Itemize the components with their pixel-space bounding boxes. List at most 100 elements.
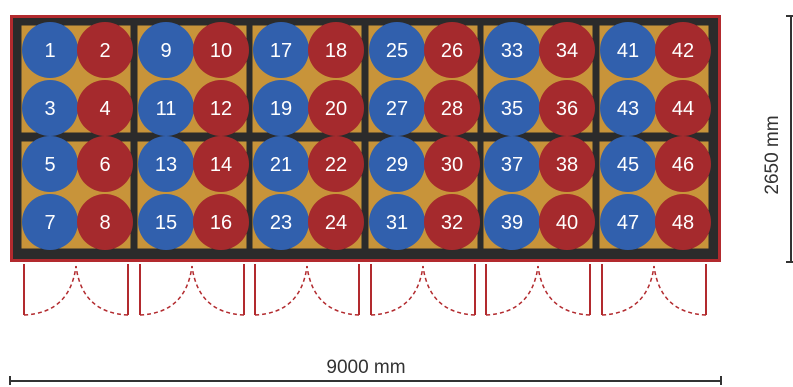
door-swing-left <box>601 265 655 316</box>
slot-6: 6 <box>77 136 133 192</box>
slot-number-label: 19 <box>270 98 292 120</box>
blue-slot-circle <box>138 194 194 250</box>
slot-number-label: 20 <box>325 98 347 120</box>
slot-number-label: 46 <box>672 154 694 176</box>
door-swing-left <box>139 265 193 316</box>
slot-28: 28 <box>424 80 480 136</box>
slot-number-label: 36 <box>556 98 578 120</box>
red-slot-circle <box>539 194 595 250</box>
slot-number-label: 34 <box>556 40 578 62</box>
door-swing-right <box>653 265 707 316</box>
slot-number-label: 26 <box>441 40 463 62</box>
red-slot-circle <box>655 194 711 250</box>
door-swing-left <box>254 265 308 316</box>
blue-slot-circle <box>138 22 194 78</box>
door-swing-left <box>23 265 77 316</box>
red-slot-circle <box>424 80 480 136</box>
slot-number-label: 44 <box>672 98 694 120</box>
height-dimension: 2650 mm <box>762 15 793 263</box>
slot-number-label: 32 <box>441 212 463 234</box>
door-swing-right <box>306 265 360 316</box>
blue-slot-circle <box>600 194 656 250</box>
red-slot-circle <box>308 194 364 250</box>
slot-number-label: 48 <box>672 212 694 234</box>
slot-47: 47 <box>600 194 656 250</box>
slot-14: 14 <box>193 136 249 192</box>
slot-number-label: 7 <box>44 212 55 234</box>
red-slot-circle <box>308 22 364 78</box>
slot-46: 46 <box>655 136 711 192</box>
blue-slot-circle <box>22 22 78 78</box>
slot-45: 45 <box>600 136 656 192</box>
slot-number-label: 8 <box>99 212 110 234</box>
blue-slot-circle <box>484 136 540 192</box>
red-slot-circle <box>539 80 595 136</box>
slot-27: 27 <box>369 80 425 136</box>
slot-number-label: 30 <box>441 154 463 176</box>
red-slot-circle <box>193 194 249 250</box>
slot-number-label: 27 <box>386 98 408 120</box>
red-slot-circle <box>77 22 133 78</box>
blue-slot-circle <box>369 136 425 192</box>
blue-slot-circle <box>369 80 425 136</box>
slot-number-label: 10 <box>210 40 232 62</box>
red-slot-circle <box>193 80 249 136</box>
slot-number-label: 29 <box>386 154 408 176</box>
slot-10: 10 <box>193 22 249 78</box>
door-pair <box>485 264 591 316</box>
slot-13: 13 <box>138 136 194 192</box>
red-slot-circle <box>77 80 133 136</box>
blue-slot-circle <box>484 194 540 250</box>
slot-number-label: 40 <box>556 212 578 234</box>
height-dimension-label: 2650 mm <box>762 115 783 194</box>
slot-19: 19 <box>253 80 309 136</box>
red-slot-circle <box>655 22 711 78</box>
slot-22: 22 <box>308 136 364 192</box>
red-slot-circle <box>539 136 595 192</box>
slot-15: 15 <box>138 194 194 250</box>
slot-number-label: 4 <box>99 98 110 120</box>
slot-number-label: 16 <box>210 212 232 234</box>
slot-number-label: 39 <box>501 212 523 234</box>
slot-29: 29 <box>369 136 425 192</box>
slot-16: 16 <box>193 194 249 250</box>
slot-number-label: 22 <box>325 154 347 176</box>
blue-slot-circle <box>22 136 78 192</box>
door-pair <box>370 264 476 316</box>
red-slot-circle <box>655 80 711 136</box>
slot-7: 7 <box>22 194 78 250</box>
slot-number-label: 23 <box>270 212 292 234</box>
slot-number-label: 9 <box>160 40 171 62</box>
slot-23: 23 <box>253 194 309 250</box>
slot-41: 41 <box>600 22 656 78</box>
door-pair <box>23 264 129 316</box>
door-swing-left <box>485 265 539 316</box>
slot-37: 37 <box>484 136 540 192</box>
slot-number-label: 37 <box>501 154 523 176</box>
blue-slot-circle <box>138 80 194 136</box>
red-slot-circle <box>424 136 480 192</box>
slot-25: 25 <box>369 22 425 78</box>
slot-44: 44 <box>655 80 711 136</box>
door-pair <box>601 264 707 316</box>
slot-36: 36 <box>539 80 595 136</box>
slot-42: 42 <box>655 22 711 78</box>
slot-number-label: 28 <box>441 98 463 120</box>
door-swing-right <box>422 265 476 316</box>
red-slot-circle <box>193 22 249 78</box>
slot-number-label: 35 <box>501 98 523 120</box>
red-slot-circle <box>308 80 364 136</box>
slot-number-label: 14 <box>210 154 232 176</box>
slot-20: 20 <box>308 80 364 136</box>
slot-38: 38 <box>539 136 595 192</box>
slot-number-label: 17 <box>270 40 292 62</box>
red-slot-circle <box>539 22 595 78</box>
slot-32: 32 <box>424 194 480 250</box>
slot-39: 39 <box>484 194 540 250</box>
blue-slot-circle <box>369 194 425 250</box>
blue-slot-circle <box>138 136 194 192</box>
slot-number-label: 45 <box>617 154 639 176</box>
slot-number-label: 3 <box>44 98 55 120</box>
slot-33: 33 <box>484 22 540 78</box>
